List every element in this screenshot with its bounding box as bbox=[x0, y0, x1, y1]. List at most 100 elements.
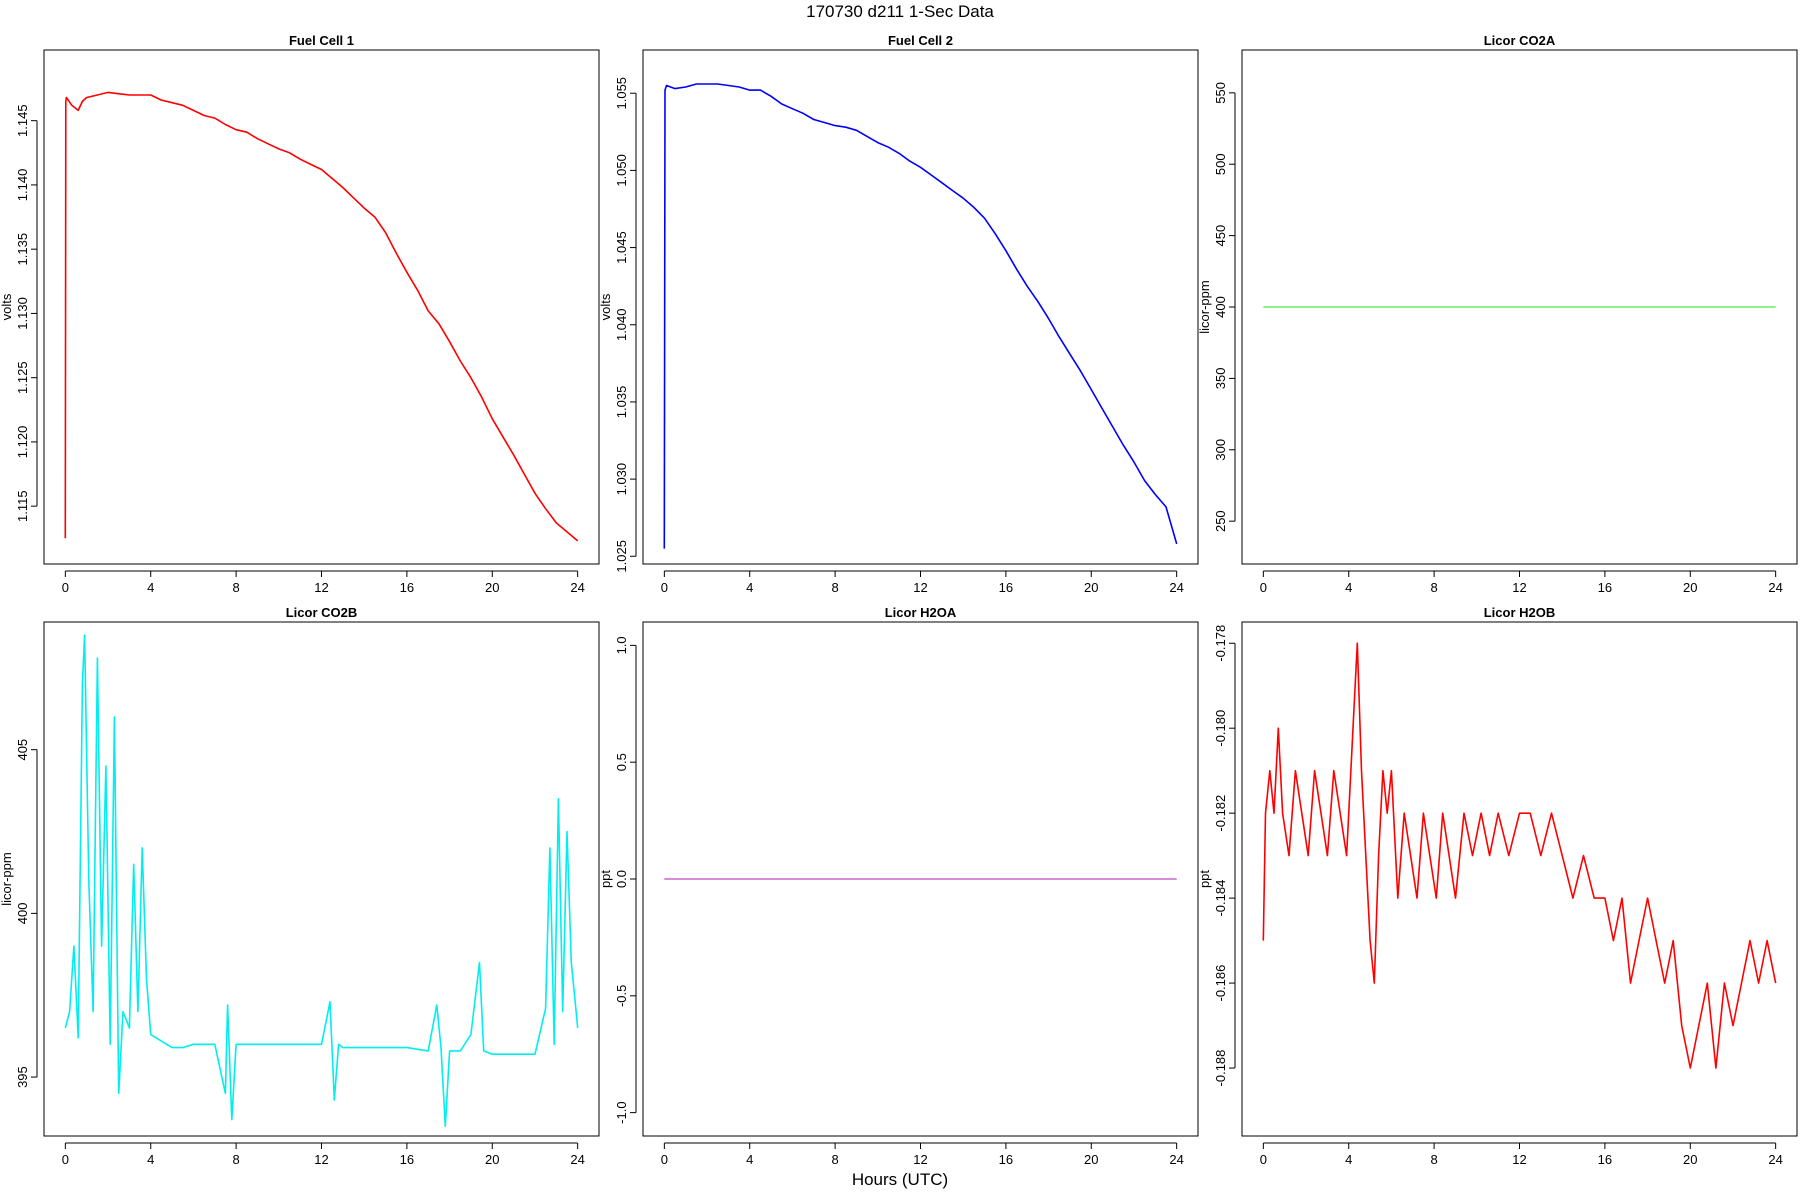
panel-5-y-tick-label: -1.0 bbox=[614, 1101, 629, 1123]
panel-5-title: Licor H2OA bbox=[885, 605, 957, 620]
panel-1-y-tick-label: 1.125 bbox=[15, 361, 30, 394]
panel-2-y-tick-label: 1.030 bbox=[614, 463, 629, 496]
panel-1-x-tick-label: 24 bbox=[570, 580, 584, 595]
figure-title: 170730 d211 1-Sec Data bbox=[806, 2, 994, 21]
panel-6-x-tick-label: 4 bbox=[1345, 1152, 1352, 1167]
panel-2-plot-box bbox=[642, 49, 1199, 565]
panel-3-x-tick-label: 20 bbox=[1683, 580, 1697, 595]
panel-1-y-tick-label: 1.135 bbox=[15, 233, 30, 266]
panel-3-x-tick-label: 8 bbox=[1430, 580, 1437, 595]
panel-2-x-tick-label: 12 bbox=[913, 580, 927, 595]
panel-4-y-tick-label: 405 bbox=[15, 739, 30, 761]
panel-3-y-tick-label: 350 bbox=[1213, 368, 1228, 390]
panel-3-y-tick-label: 300 bbox=[1213, 439, 1228, 461]
panel-5-x-tick-label: 4 bbox=[746, 1152, 753, 1167]
panel-2-x-tick-label: 8 bbox=[831, 580, 838, 595]
panel-1-x-tick-label: 0 bbox=[62, 580, 69, 595]
panel-5-y-axis-label: ppt bbox=[598, 870, 613, 888]
panel-3-x-tick-label: 0 bbox=[1260, 580, 1267, 595]
figure-x-axis-label: Hours (UTC) bbox=[851, 1170, 949, 1189]
panel-6-y-tick-label: -0.180 bbox=[1213, 710, 1228, 747]
panel-1-x-tick-label: 20 bbox=[485, 580, 499, 595]
panel-6-x-tick-label: 0 bbox=[1260, 1152, 1267, 1167]
panel-2-x-tick-label: 4 bbox=[746, 580, 753, 595]
panel-5-y-tick-label: -0.5 bbox=[614, 985, 629, 1007]
panel-3-x-tick-label: 16 bbox=[1598, 580, 1612, 595]
panel-4-x-tick-label: 8 bbox=[232, 1152, 239, 1167]
panel-5-x-tick-label: 24 bbox=[1169, 1152, 1183, 1167]
panel-4-y-tick-label: 400 bbox=[15, 903, 30, 925]
panel-4-plot-box bbox=[43, 621, 600, 1137]
panel-1-y-tick-label: 1.130 bbox=[15, 297, 30, 330]
panel-4-series-line bbox=[64, 634, 579, 1127]
panel-1-y-tick-label: 1.145 bbox=[15, 104, 30, 137]
panel-3-y-tick-label: 450 bbox=[1213, 225, 1228, 247]
panel-1-series-line bbox=[64, 91, 579, 542]
panel-4-x-tick-label: 16 bbox=[400, 1152, 414, 1167]
panel-6-title: Licor H2OB bbox=[1484, 605, 1556, 620]
panel-3-x-tick-label: 4 bbox=[1345, 580, 1352, 595]
panel-6-y-axis-label: ppt bbox=[1197, 870, 1212, 888]
panel-3-x-tick-label: 12 bbox=[1512, 580, 1526, 595]
panel-5-y-tick-label: 1.0 bbox=[614, 636, 629, 654]
panel-3-plot-box bbox=[1241, 49, 1798, 565]
panel-5-y-tick-label: 0.0 bbox=[614, 870, 629, 888]
panel-4-x-tick-label: 24 bbox=[570, 1152, 584, 1167]
panel-2-x-tick-label: 24 bbox=[1169, 580, 1183, 595]
panel-4-x-tick-label: 4 bbox=[147, 1152, 154, 1167]
panel-3-y-tick-label: 400 bbox=[1213, 296, 1228, 318]
panel-6-y-tick-label: -0.186 bbox=[1213, 965, 1228, 1002]
panel-1-title: Fuel Cell 1 bbox=[289, 33, 354, 48]
panel-6-y-tick-label: -0.188 bbox=[1213, 1050, 1228, 1087]
panel-3-y-axis-label: licor-ppm bbox=[1197, 280, 1212, 333]
panel-3-x-tick-label: 24 bbox=[1768, 580, 1782, 595]
panel-1-plot-box bbox=[43, 49, 600, 565]
panel-5-x-tick-label: 20 bbox=[1084, 1152, 1098, 1167]
panel-3-y-tick-label: 500 bbox=[1213, 153, 1228, 175]
panel-6-x-tick-label: 8 bbox=[1430, 1152, 1437, 1167]
panel-4-x-tick-label: 12 bbox=[314, 1152, 328, 1167]
panel-1-y-axis-label: volts bbox=[0, 293, 14, 320]
panel-2-title: Fuel Cell 2 bbox=[888, 33, 953, 48]
panel-2-y-tick-label: 1.055 bbox=[614, 77, 629, 110]
panel-1-y-tick-label: 1.115 bbox=[15, 490, 30, 522]
panel-6-x-tick-label: 16 bbox=[1598, 1152, 1612, 1167]
panel-2-x-tick-label: 20 bbox=[1084, 580, 1098, 595]
panel-5-x-tick-label: 16 bbox=[999, 1152, 1013, 1167]
panel-2-y-tick-label: 1.025 bbox=[614, 540, 629, 573]
panel-3-title: Licor CO2A bbox=[1484, 33, 1556, 48]
panel-6-x-tick-label: 12 bbox=[1512, 1152, 1526, 1167]
panel-6-y-tick-label: -0.182 bbox=[1213, 795, 1228, 832]
panel-5-x-tick-label: 0 bbox=[661, 1152, 668, 1167]
panel-5-x-tick-label: 12 bbox=[913, 1152, 927, 1167]
panel-6-series-line bbox=[1262, 642, 1777, 1069]
panel-5-plot-box bbox=[642, 621, 1199, 1137]
panel-2-x-tick-label: 0 bbox=[661, 580, 668, 595]
panel-1-x-tick-label: 8 bbox=[232, 580, 239, 595]
panel-2-y-tick-label: 1.045 bbox=[614, 231, 629, 264]
panel-2-series-line bbox=[663, 83, 1178, 549]
panel-3-y-tick-label: 550 bbox=[1213, 82, 1228, 104]
panel-1-y-tick-label: 1.120 bbox=[15, 426, 30, 459]
panel-1-x-tick-label: 16 bbox=[400, 580, 414, 595]
panel-5-y-tick-label: 0.5 bbox=[614, 753, 629, 771]
panel-2-y-tick-label: 1.040 bbox=[614, 308, 629, 341]
panel-1-x-tick-label: 4 bbox=[147, 580, 154, 595]
panel-4-y-axis-label: licor-ppm bbox=[0, 852, 14, 905]
panel-1-x-tick-label: 12 bbox=[314, 580, 328, 595]
panel-3-y-tick-label: 250 bbox=[1213, 510, 1228, 532]
panel-2-y-tick-label: 1.050 bbox=[614, 154, 629, 187]
panel-2-x-tick-label: 16 bbox=[999, 580, 1013, 595]
panel-6-y-tick-label: -0.178 bbox=[1213, 625, 1228, 662]
panel-6-plot-box bbox=[1241, 621, 1798, 1137]
panel-2-y-tick-label: 1.035 bbox=[614, 386, 629, 419]
panel-4-x-tick-label: 20 bbox=[485, 1152, 499, 1167]
panel-6-y-tick-label: -0.184 bbox=[1213, 880, 1228, 917]
panel-6-x-tick-label: 24 bbox=[1768, 1152, 1782, 1167]
panel-1-y-tick-label: 1.140 bbox=[15, 169, 30, 202]
panel-6-x-tick-label: 20 bbox=[1683, 1152, 1697, 1167]
panel-4-y-tick-label: 395 bbox=[15, 1066, 30, 1088]
panel-5-x-tick-label: 8 bbox=[831, 1152, 838, 1167]
panel-2-y-axis-label: volts bbox=[598, 293, 613, 320]
